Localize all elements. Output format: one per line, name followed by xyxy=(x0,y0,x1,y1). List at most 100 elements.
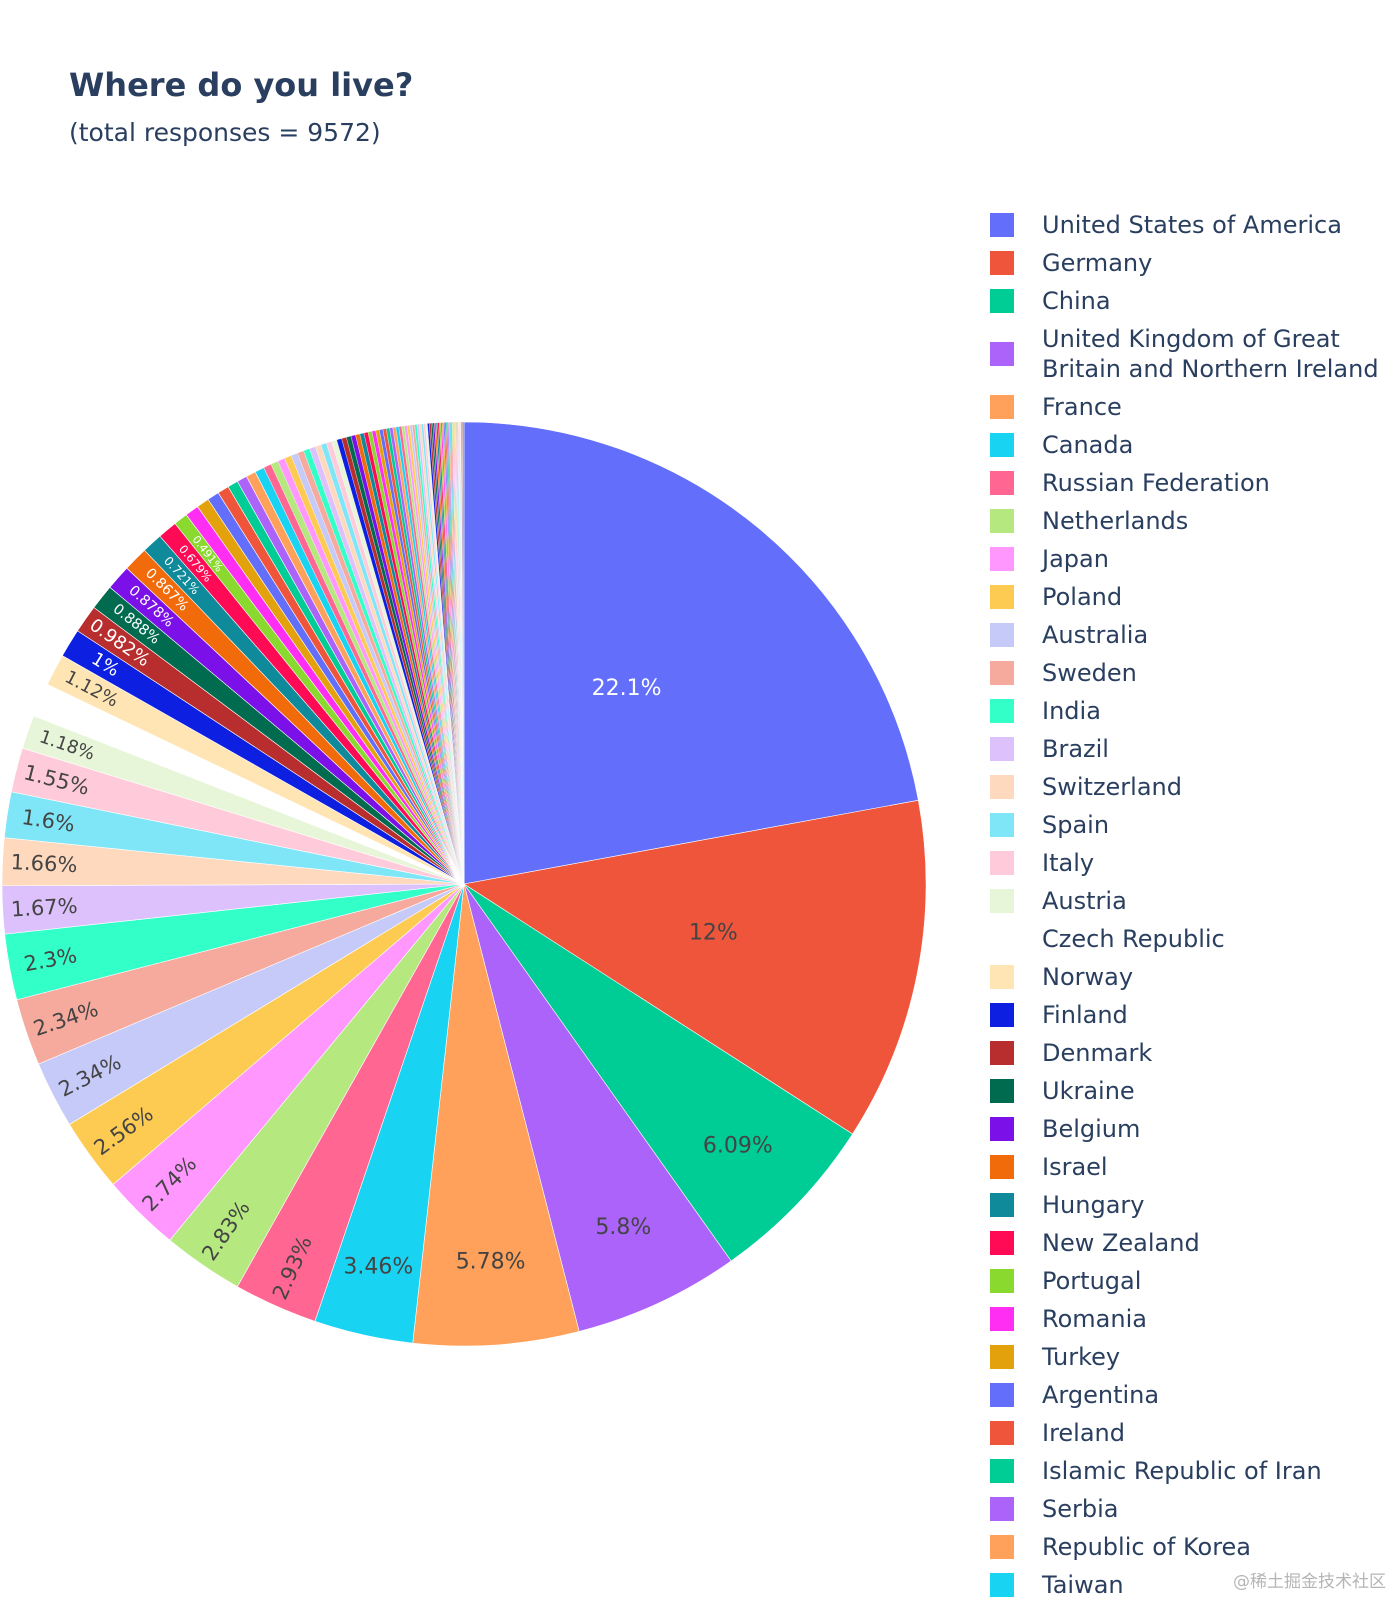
legend-item[interactable]: Australia xyxy=(990,620,1390,650)
legend-label: Germany xyxy=(1042,249,1153,277)
legend-item[interactable]: Romania xyxy=(990,1304,1390,1334)
watermark: @稀土掘金技术社区 xyxy=(1233,1572,1386,1592)
legend-swatch xyxy=(990,1497,1014,1521)
legend-item[interactable]: Portugal xyxy=(990,1266,1390,1296)
legend-label: Japan xyxy=(1042,545,1109,573)
pie-slice-united-kingdom-of-great-britain-and-northern-ireland[interactable] xyxy=(463,883,732,1332)
legend-item[interactable]: Italy xyxy=(990,848,1390,878)
legend-item[interactable]: Argentina xyxy=(990,1380,1390,1410)
legend-item[interactable]: Poland xyxy=(990,582,1390,612)
legend-swatch xyxy=(990,737,1014,761)
legend-swatch xyxy=(990,1117,1014,1141)
legend-item[interactable]: New Zealand xyxy=(990,1228,1390,1258)
legend-item[interactable]: Turkey xyxy=(990,1342,1390,1372)
legend-item[interactable]: Republic of Korea xyxy=(990,1532,1390,1562)
pie-slice-france[interactable] xyxy=(412,883,580,1347)
pie-slice-china[interactable] xyxy=(463,883,853,1262)
pie-slice-label: 12% xyxy=(689,921,738,946)
legend-swatch xyxy=(990,1535,1014,1559)
legend-item[interactable]: Austria xyxy=(990,886,1390,916)
legend-label: United Kingdom of Great Britain and Nort… xyxy=(1042,325,1379,383)
legend-item[interactable]: Germany xyxy=(990,248,1390,278)
pie-slice-united-states-of-america[interactable] xyxy=(463,421,919,885)
pie-slice-label: 5.8% xyxy=(595,1215,651,1240)
legend-item[interactable]: Switzerland xyxy=(990,772,1390,802)
legend-label: India xyxy=(1042,697,1101,725)
legend-swatch xyxy=(990,965,1014,989)
legend-item[interactable]: Russian Federation xyxy=(990,468,1390,498)
chart-title: Where do you live? xyxy=(69,66,414,104)
legend-swatch xyxy=(990,547,1014,571)
legend-item[interactable]: Norway xyxy=(990,962,1390,992)
legend-item[interactable]: Serbia xyxy=(990,1494,1390,1524)
chart-subtitle: (total responses = 9572) xyxy=(69,118,381,147)
legend-item[interactable]: Ireland xyxy=(990,1418,1390,1448)
legend-item[interactable]: Spain xyxy=(990,810,1390,840)
legend-swatch xyxy=(990,623,1014,647)
pie-chart: 22.1%12%6.09%5.8%5.78%3.46%2.93%2.83%2.7… xyxy=(1,421,927,1347)
legend-swatch xyxy=(990,1345,1014,1369)
legend-label: Hungary xyxy=(1042,1191,1145,1219)
legend-item[interactable]: Israel xyxy=(990,1152,1390,1182)
legend-label: Portugal xyxy=(1042,1267,1142,1295)
legend-swatch xyxy=(990,342,1014,366)
legend-label: Canada xyxy=(1042,431,1134,459)
legend-label: Ukraine xyxy=(1042,1077,1135,1105)
legend-swatch xyxy=(990,395,1014,419)
legend-swatch xyxy=(990,775,1014,799)
legend-item[interactable]: France xyxy=(990,392,1390,422)
legend-label: Spain xyxy=(1042,811,1110,839)
legend: United States of America Germany China Unit… xyxy=(990,210,1390,1608)
legend-label: China xyxy=(1042,287,1111,315)
legend-swatch xyxy=(990,213,1014,237)
legend-label: Denmark xyxy=(1042,1039,1153,1067)
legend-label: Netherlands xyxy=(1042,507,1189,535)
legend-item[interactable]: Brazil xyxy=(990,734,1390,764)
legend-item[interactable]: United States of America xyxy=(990,210,1390,240)
legend-label: Poland xyxy=(1042,583,1123,611)
legend-swatch xyxy=(990,1421,1014,1445)
legend-label: Romania xyxy=(1042,1305,1147,1333)
legend-swatch xyxy=(990,509,1014,533)
pie-slice-label: 6.09% xyxy=(703,1133,773,1158)
legend-item[interactable]: China xyxy=(990,286,1390,316)
legend-swatch xyxy=(990,661,1014,685)
legend-label: Australia xyxy=(1042,621,1149,649)
legend-swatch xyxy=(990,1269,1014,1293)
legend-label: Turkey xyxy=(1042,1343,1121,1371)
pie-slice-label: 5.78% xyxy=(456,1249,526,1274)
legend-swatch xyxy=(990,289,1014,313)
legend-item[interactable]: India xyxy=(990,696,1390,726)
legend-label: Brazil xyxy=(1042,735,1109,763)
legend-item[interactable]: Denmark xyxy=(990,1038,1390,1068)
pie-slice-label: 22.1% xyxy=(592,676,662,701)
legend-label: Israel xyxy=(1042,1153,1108,1181)
legend-item[interactable]: Belgium xyxy=(990,1114,1390,1144)
legend-label: Austria xyxy=(1042,887,1127,915)
legend-item[interactable]: Canada xyxy=(990,430,1390,460)
legend-item[interactable]: Ukraine xyxy=(990,1076,1390,1106)
legend-label: Argentina xyxy=(1042,1381,1160,1409)
legend-item[interactable]: Taiwan xyxy=(990,1570,1390,1600)
legend-item[interactable]: Hungary xyxy=(990,1190,1390,1220)
legend-label: New Zealand xyxy=(1042,1229,1200,1257)
pie-slice-other[interactable] xyxy=(463,421,465,885)
legend-label: Russian Federation xyxy=(1042,469,1270,497)
legend-label: Serbia xyxy=(1042,1495,1119,1523)
legend-item[interactable]: Finland xyxy=(990,1000,1390,1030)
pie-slice-label: 1.67% xyxy=(10,894,78,922)
legend-item[interactable]: United Kingdom of Great Britain and Nort… xyxy=(990,324,1390,384)
legend-swatch xyxy=(990,1573,1014,1597)
legend-item[interactable]: Netherlands xyxy=(990,506,1390,536)
legend-swatch xyxy=(990,927,1014,951)
legend-item[interactable]: Czech Republic xyxy=(990,924,1390,954)
pie-slice-germany[interactable] xyxy=(463,799,927,1135)
legend-item[interactable]: Islamic Republic of Iran xyxy=(990,1456,1390,1486)
legend-label: Norway xyxy=(1042,963,1134,991)
legend-swatch xyxy=(990,1383,1014,1407)
legend-swatch xyxy=(990,889,1014,913)
legend-item[interactable]: Sweden xyxy=(990,658,1390,688)
legend-item[interactable]: Japan xyxy=(990,544,1390,574)
legend-swatch xyxy=(990,1307,1014,1331)
legend-swatch xyxy=(990,585,1014,609)
